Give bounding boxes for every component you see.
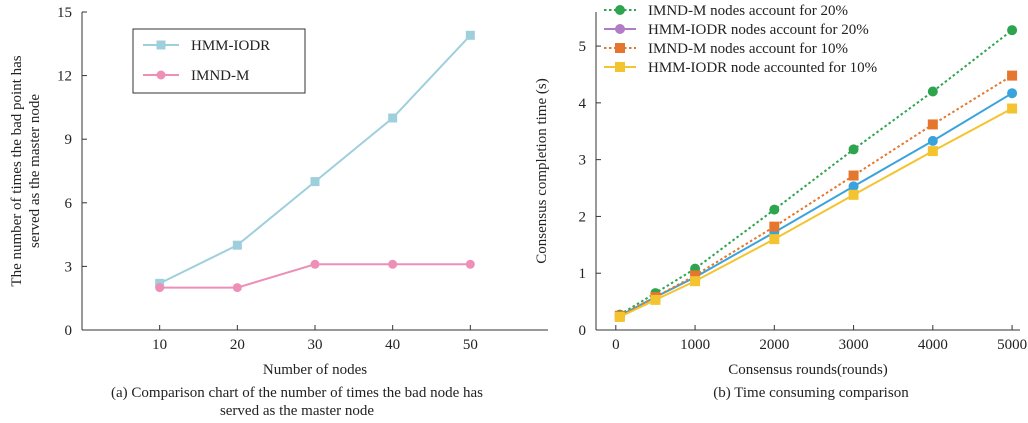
chart-b-legend-marker bbox=[615, 5, 625, 15]
chart-b-legend-marker bbox=[615, 62, 625, 72]
chart-a-y-tick-label: 12 bbox=[57, 69, 72, 85]
chart-b-x-tick-label: 5000 bbox=[997, 337, 1027, 353]
chart-a-y-tick-label: 9 bbox=[65, 132, 73, 148]
chart-a-x-tick-label: 20 bbox=[230, 337, 245, 353]
chart-a-x-axis-title: Number of nodes bbox=[263, 362, 367, 378]
chart-b-data-point bbox=[1007, 25, 1018, 36]
chart-b-x-tick-label: 3000 bbox=[839, 337, 869, 353]
chart-a-y-tick-label: 3 bbox=[65, 259, 73, 275]
chart-a-data-point bbox=[465, 259, 475, 269]
chart-b-y-tick-label: 1 bbox=[579, 266, 587, 282]
chart-a-y-tick-label: 15 bbox=[57, 5, 72, 21]
chart-b-data-point bbox=[848, 144, 859, 155]
chart-b-caption: (b) Time consuming comparison bbox=[713, 385, 909, 401]
chart-b-y-tick-label: 4 bbox=[579, 96, 587, 112]
chart-b-series-line-1 bbox=[619, 92, 1013, 317]
chart-b-data-point bbox=[848, 181, 859, 192]
chart-a-bad-node-master: 0 3 6 9 12 15 10 20 30 40 50 Number of nodes The num… bbox=[9, 5, 548, 378]
chart-a-data-point bbox=[155, 283, 165, 293]
chart-a-data-point bbox=[310, 259, 320, 269]
chart-b-data-point bbox=[650, 294, 661, 305]
chart-b-data-point bbox=[848, 189, 859, 200]
chart-a-data-point bbox=[465, 30, 475, 40]
chart-a-data-point bbox=[232, 283, 242, 293]
chart-a-y-tick-label: 6 bbox=[65, 196, 73, 212]
chart-b-time-consuming: 0 1 2 3 4 5 0 1000 2000 3000 4000 5000 Consensus rou… bbox=[534, 3, 1027, 378]
chart-b-legend-label-3: HMM-IODR node accounted for 10% bbox=[648, 60, 877, 76]
chart-b-legend-label-0: IMND-M nodes account for 20% bbox=[648, 3, 848, 19]
chart-b-legend-label-1: HMM-IODR nodes account for 20% bbox=[648, 22, 869, 38]
chart-b-x-axis-title: Consensus rounds(rounds) bbox=[728, 362, 888, 378]
chart-a-legend-label-0: HMM-IODR bbox=[191, 38, 270, 54]
chart-a-data-point bbox=[388, 113, 398, 123]
chart-a-legend-marker bbox=[156, 40, 166, 50]
chart-a-x-tick-label: 30 bbox=[308, 337, 323, 353]
chart-a-caption: (a) Comparison chart of the number of ti… bbox=[0, 384, 594, 420]
chart-a-legend-box bbox=[132, 28, 306, 94]
chart-b-x-tick-label: 0 bbox=[612, 337, 620, 353]
chart-b-legend-marker bbox=[615, 24, 625, 34]
chart-b-data-point bbox=[690, 276, 701, 287]
chart-b-data-point bbox=[614, 311, 625, 322]
chart-b-data-point bbox=[927, 146, 938, 157]
chart-b-data-point bbox=[769, 204, 780, 215]
chart-a-x-tick-label: 10 bbox=[152, 337, 167, 353]
chart-a-caption-line-2: served as the master node bbox=[219, 403, 375, 419]
chart-b-legend-marker bbox=[615, 43, 625, 53]
chart-a-legend-label-1: IMND-M bbox=[191, 68, 249, 84]
chart-a-legend-marker bbox=[156, 70, 166, 80]
chart-a-y-axis-title: The number of times the bad point has bbox=[9, 55, 25, 286]
chart-a-data-point bbox=[310, 177, 320, 187]
chart-b-y-tick-label: 2 bbox=[579, 209, 587, 225]
chart-b-y-axis-title: Consensus completion time (s) bbox=[534, 78, 550, 263]
chart-b-data-point bbox=[690, 270, 701, 281]
chart-b-data-point bbox=[769, 221, 780, 232]
chart-b-data-point bbox=[927, 119, 938, 130]
chart-a-y-axis-title: served as the master node bbox=[27, 94, 43, 248]
chart-b-data-point bbox=[1007, 70, 1018, 81]
chart-a-data-point bbox=[388, 259, 398, 269]
chart-b-data-point bbox=[927, 86, 938, 97]
chart-a-y-tick-label: 0 bbox=[65, 323, 73, 339]
chart-b-y-tick-label: 0 bbox=[579, 323, 587, 339]
chart-b-series-line-2 bbox=[619, 74, 1013, 317]
chart-b-x-tick-label: 1000 bbox=[680, 337, 710, 353]
chart-b-data-point bbox=[927, 135, 938, 146]
chart-b-y-tick-label: 3 bbox=[579, 153, 587, 169]
chart-a-x-tick-label: 50 bbox=[463, 337, 478, 353]
chart-b-x-tick-label: 4000 bbox=[918, 337, 948, 353]
chart-b-x-tick-label: 2000 bbox=[759, 337, 789, 353]
chart-b-data-point bbox=[769, 234, 780, 245]
chart-a-x-tick-label: 40 bbox=[385, 337, 400, 353]
chart-b-legend-label-2: IMND-M nodes account for 10% bbox=[648, 41, 848, 57]
chart-b-data-point bbox=[1007, 103, 1018, 114]
chart-a-data-point bbox=[232, 240, 242, 250]
chart-b-data-point bbox=[1007, 88, 1018, 99]
chart-a-caption-line-1: (a) Comparison chart of the number of ti… bbox=[111, 385, 483, 401]
chart-b-y-tick-label: 5 bbox=[579, 39, 587, 55]
chart-b-data-point bbox=[848, 170, 859, 181]
